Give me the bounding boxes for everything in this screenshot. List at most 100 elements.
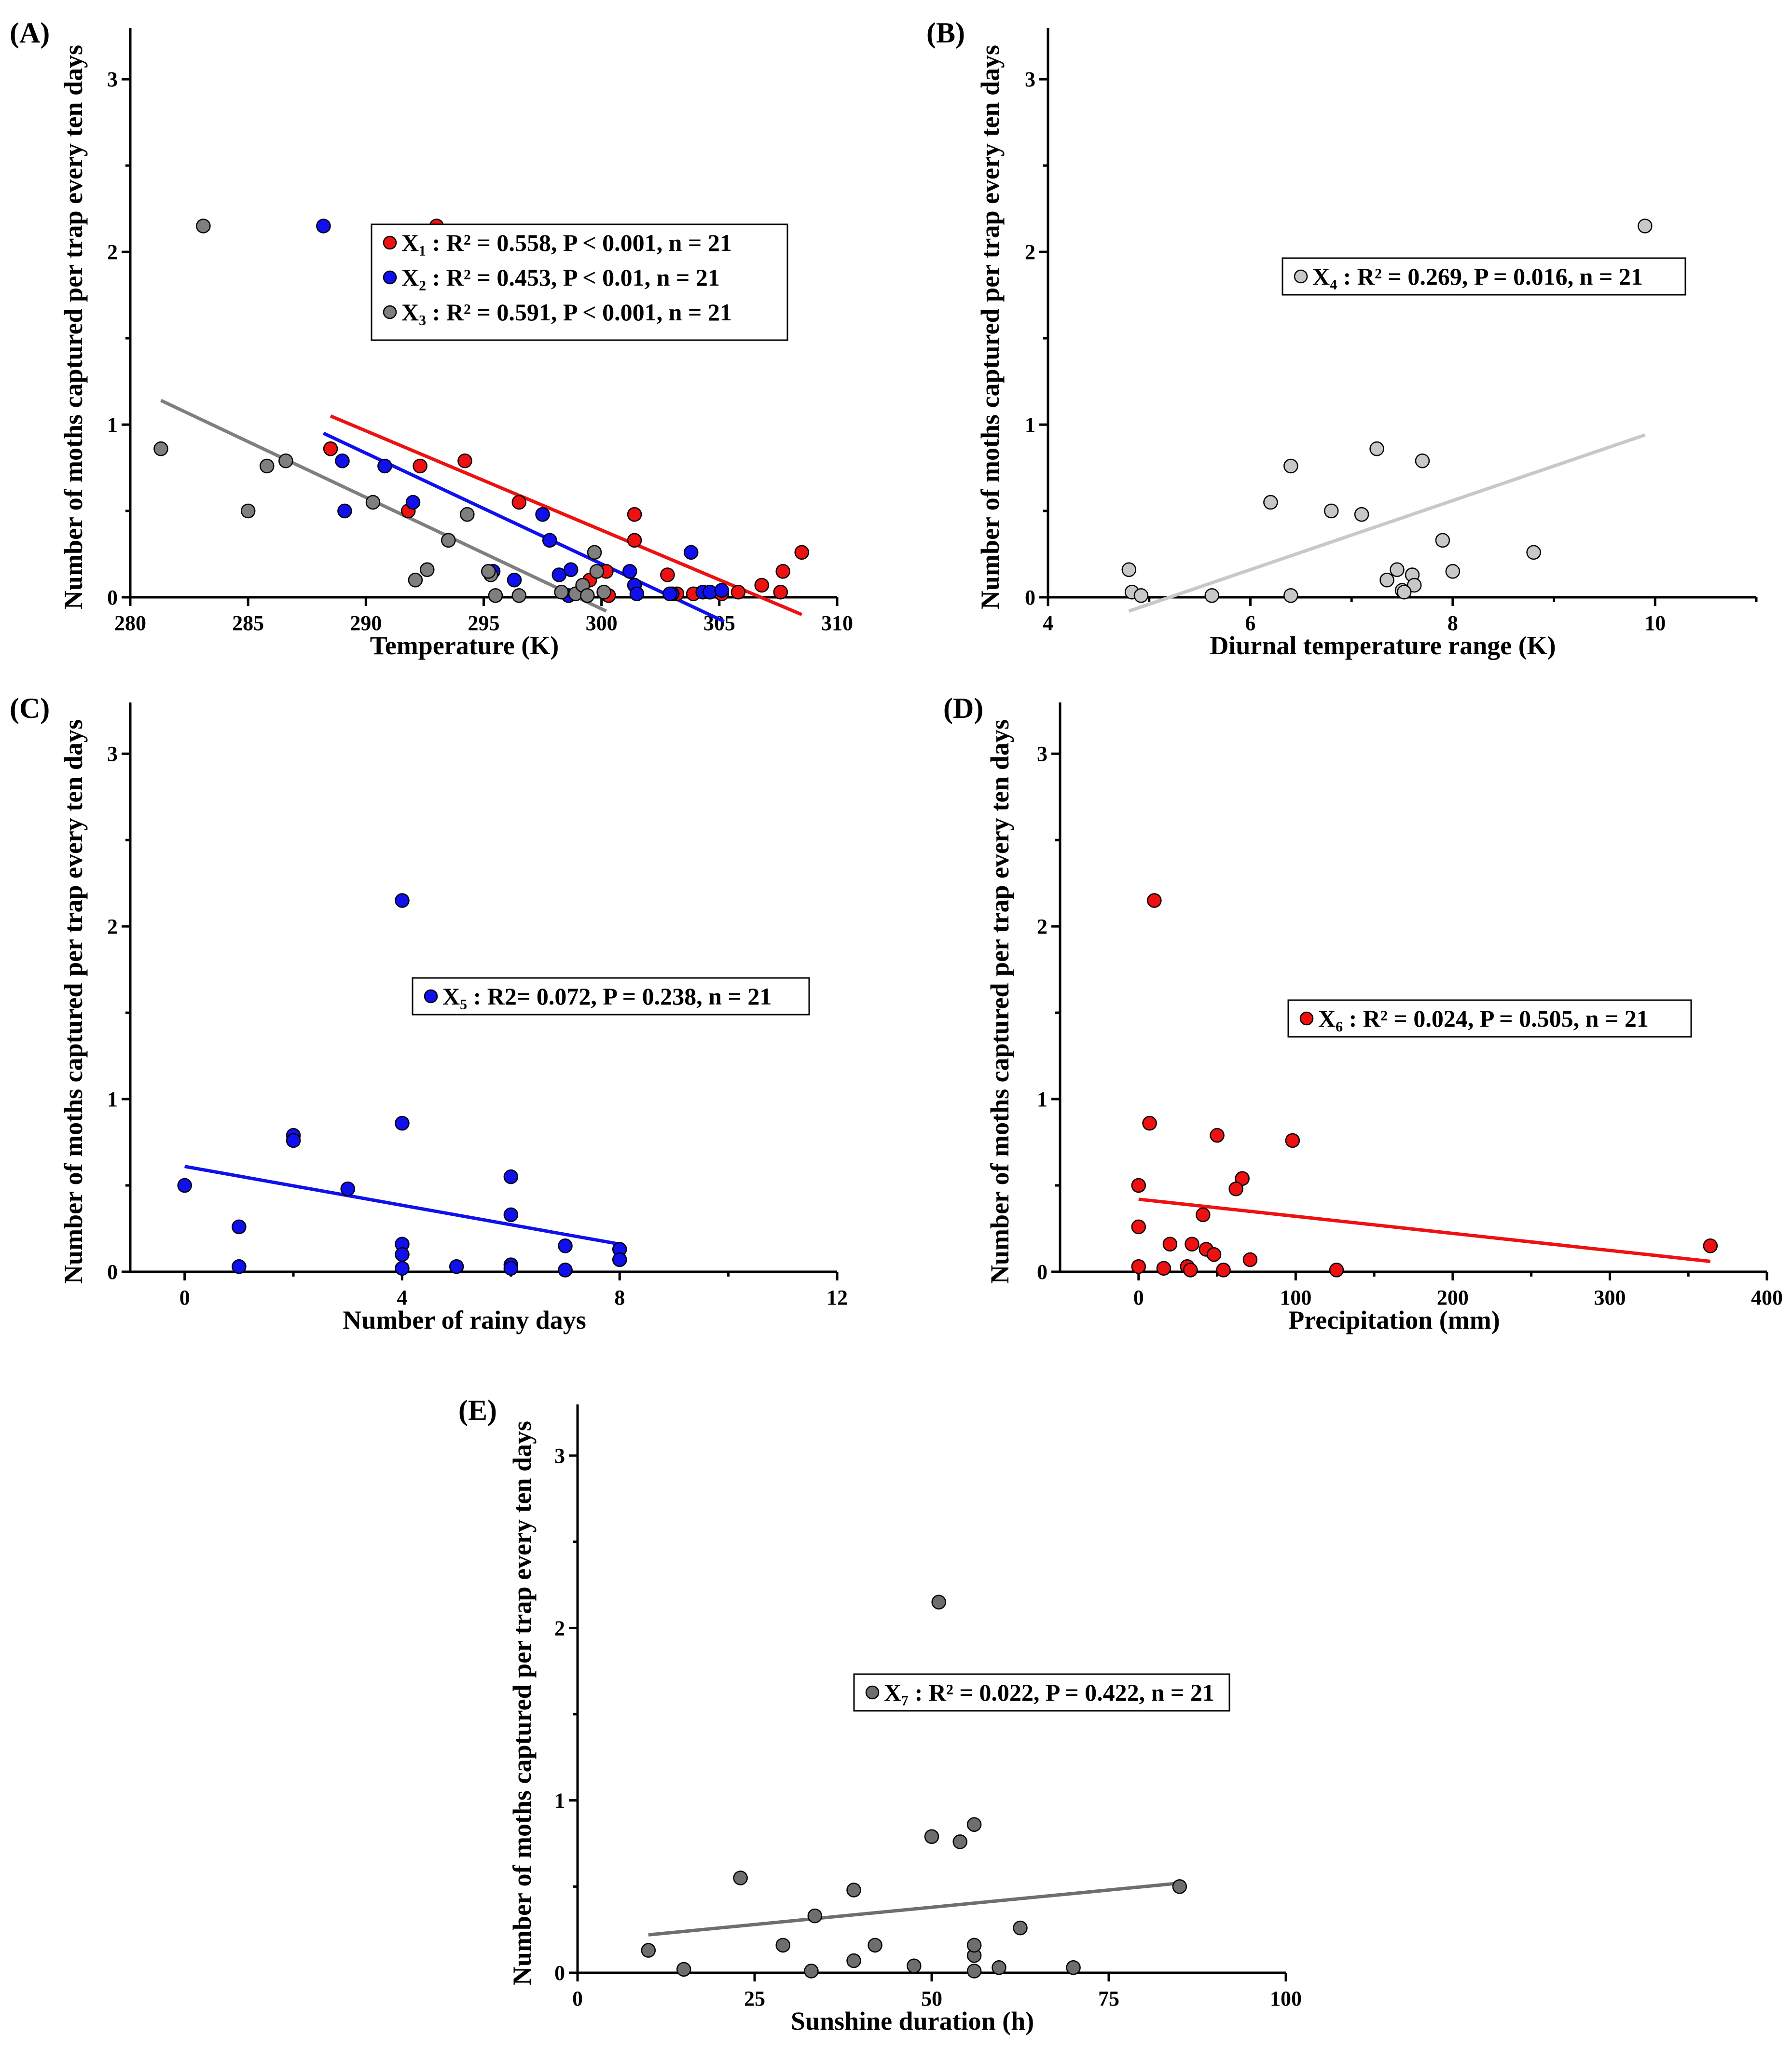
data-point-e-1	[907, 1958, 922, 1973]
data-point-d-1	[1131, 1178, 1146, 1193]
data-point-e-1	[1013, 1920, 1028, 1936]
x-tick-label-d: 200	[1437, 1286, 1469, 1309]
data-point-d-1	[1285, 1133, 1300, 1148]
data-point-a-1	[754, 578, 769, 593]
data-point-a-3	[420, 562, 435, 577]
data-point-a-2	[622, 564, 637, 579]
data-point-b-1	[1121, 562, 1137, 577]
data-point-d-1	[1131, 1259, 1146, 1274]
y-tick-label-d: 0	[1037, 1260, 1048, 1284]
legend-label-c-1: X₅ : R2= 0.072, P = 0.238, n = 21	[442, 983, 772, 1010]
data-point-a-2	[377, 458, 392, 474]
data-point-a-3	[596, 585, 611, 600]
data-point-a-3	[511, 588, 526, 603]
data-point-e-1	[1066, 1960, 1081, 1975]
x-tick-label-a: 300	[586, 611, 618, 635]
y-axis-title-c: Number of moths captured per trap every …	[59, 719, 88, 1284]
y-tick-label-a: 3	[107, 68, 118, 91]
panel-e: 0 1 2 3 0 25 50 75 100 Sunshine duration (h) Numbe…	[458, 1394, 1302, 2035]
data-point-d-1	[1206, 1247, 1222, 1262]
legend-box-b	[1282, 257, 1686, 296]
data-point-a-1	[457, 453, 472, 468]
x-tick-label-c: 12	[827, 1286, 848, 1309]
y-tick-label-d: 3	[1037, 742, 1048, 766]
data-point-a-3	[278, 453, 293, 468]
x-tick-label-e: 100	[1270, 1987, 1302, 2010]
data-point-e-1	[846, 1953, 861, 1968]
panel-label-a: (A)	[10, 17, 50, 49]
data-point-b-1	[1390, 562, 1405, 577]
data-point-a-3	[580, 588, 595, 603]
panel-label-c: (C)	[10, 692, 50, 724]
data-point-e-1	[966, 1938, 982, 1953]
y-tick-label-e: 2	[554, 1616, 565, 1640]
legend-label-e-1: X₇ : R² = 0.022, P = 0.422, n = 21	[884, 1679, 1214, 1706]
y-tick-label-c: 3	[107, 742, 118, 766]
data-point-a-3	[365, 495, 381, 510]
x-tick-label-d: 300	[1594, 1286, 1626, 1309]
data-point-c-1	[558, 1263, 573, 1278]
data-point-d-1	[1196, 1207, 1211, 1223]
data-point-c-1	[503, 1207, 519, 1223]
data-point-d-1	[1228, 1181, 1243, 1196]
data-point-c-1	[612, 1252, 627, 1267]
x-tick-label-a: 285	[232, 611, 264, 635]
data-point-a-3	[554, 585, 569, 600]
data-point-a-2	[563, 562, 579, 577]
data-point-b-1	[1283, 588, 1298, 603]
y-tick-label-c: 0	[107, 1260, 118, 1284]
data-point-e-1	[966, 1964, 982, 1979]
data-point-e-1	[924, 1829, 939, 1844]
data-point-c-1	[395, 1261, 410, 1276]
data-point-a-2	[542, 533, 557, 548]
data-point-d-1	[1183, 1263, 1198, 1278]
legend-marker-a-2	[383, 270, 397, 285]
legend-marker-b-1	[1294, 269, 1308, 284]
data-point-a-1	[731, 585, 746, 600]
y-axis-title-a: Number of moths captured per trap every …	[59, 45, 88, 609]
legend-label-a-2: X₂ : R² = 0.453, P < 0.01, n = 21	[401, 264, 720, 291]
y-axis-title-d: Number of moths captured per trap every …	[985, 719, 1014, 1284]
data-point-d-1	[1162, 1237, 1178, 1251]
data-point-a-3	[408, 572, 423, 588]
data-point-a-2	[316, 219, 331, 234]
data-point-e-1	[733, 1870, 748, 1885]
data-point-e-1	[992, 1960, 1006, 1975]
data-point-a-1	[794, 545, 809, 560]
data-point-a-1	[323, 441, 338, 456]
data-point-c-1	[232, 1219, 247, 1235]
legend-marker-a-3	[383, 305, 397, 319]
legend-label-a-1: X₁ : R² = 0.558, P < 0.001, n = 21	[401, 229, 732, 256]
data-point-a-3	[587, 545, 602, 560]
legend-box-a	[371, 223, 788, 341]
y-tick-label-d: 2	[1037, 915, 1048, 938]
panel-label-e: (E)	[458, 1394, 497, 1426]
legend-label-b-1: X₄ : R² = 0.269, P = 0.016, n = 21	[1312, 263, 1643, 290]
y-tick-label-b: 1	[1025, 413, 1035, 437]
legend-box-c	[412, 977, 810, 1016]
data-point-c-1	[503, 1169, 519, 1184]
x-tick-label-e: 75	[1098, 1987, 1119, 2010]
data-point-c-1	[177, 1178, 192, 1193]
data-point-a-1	[627, 507, 642, 522]
data-point-b-1	[1379, 572, 1394, 588]
data-point-b-1	[1369, 441, 1384, 456]
fit-line-a-3	[160, 399, 607, 613]
x-tick-label-d: 400	[1751, 1286, 1783, 1309]
y-tick-label-a: 1	[107, 413, 118, 437]
data-point-d-1	[1131, 1219, 1146, 1235]
data-point-c-1	[395, 893, 410, 908]
x-tick-label-e: 25	[744, 1987, 765, 2010]
data-point-d-1	[1142, 1115, 1157, 1131]
x-axis-title-a: Temperature (K)	[370, 631, 559, 660]
data-point-a-3	[240, 503, 256, 519]
data-point-a-2	[662, 586, 677, 602]
data-point-a-1	[627, 533, 642, 548]
data-point-a-3	[441, 533, 456, 548]
legend-label-a-3: X₃ : R² = 0.591, P < 0.001, n = 21	[401, 299, 732, 326]
data-point-e-1	[641, 1943, 656, 1958]
data-point-b-1	[1638, 219, 1653, 234]
